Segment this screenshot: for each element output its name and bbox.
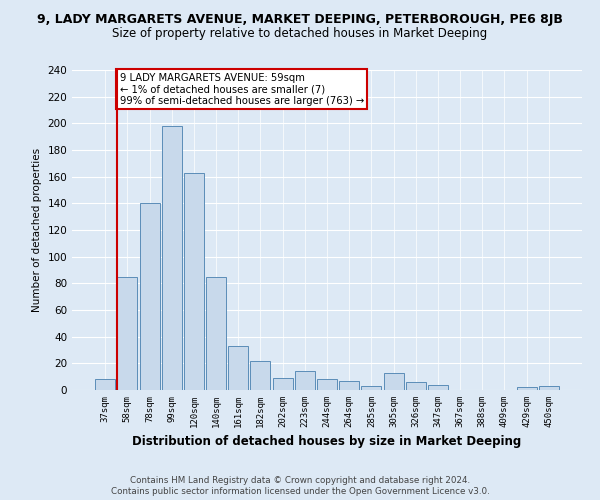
Y-axis label: Number of detached properties: Number of detached properties	[32, 148, 42, 312]
Bar	[162, 126, 182, 390]
Bar	[272, 378, 293, 390]
Bar	[428, 384, 448, 390]
Text: Contains HM Land Registry data © Crown copyright and database right 2024.: Contains HM Land Registry data © Crown c…	[130, 476, 470, 485]
Bar	[317, 380, 337, 390]
Bar	[339, 380, 359, 390]
Text: Size of property relative to detached houses in Market Deeping: Size of property relative to detached ho…	[112, 28, 488, 40]
Bar	[295, 372, 315, 390]
Bar	[517, 388, 536, 390]
X-axis label: Distribution of detached houses by size in Market Deeping: Distribution of detached houses by size …	[133, 436, 521, 448]
Bar	[228, 346, 248, 390]
Bar	[361, 386, 382, 390]
Bar	[539, 386, 559, 390]
Text: Contains public sector information licensed under the Open Government Licence v3: Contains public sector information licen…	[110, 488, 490, 496]
Bar	[383, 372, 404, 390]
Bar	[95, 380, 115, 390]
Bar	[250, 360, 271, 390]
Text: 9 LADY MARGARETS AVENUE: 59sqm
← 1% of detached houses are smaller (7)
99% of se: 9 LADY MARGARETS AVENUE: 59sqm ← 1% of d…	[119, 72, 364, 106]
Bar	[140, 204, 160, 390]
Bar	[118, 276, 137, 390]
Bar	[184, 172, 204, 390]
Bar	[206, 276, 226, 390]
Text: 9, LADY MARGARETS AVENUE, MARKET DEEPING, PETERBOROUGH, PE6 8JB: 9, LADY MARGARETS AVENUE, MARKET DEEPING…	[37, 12, 563, 26]
Bar	[406, 382, 426, 390]
